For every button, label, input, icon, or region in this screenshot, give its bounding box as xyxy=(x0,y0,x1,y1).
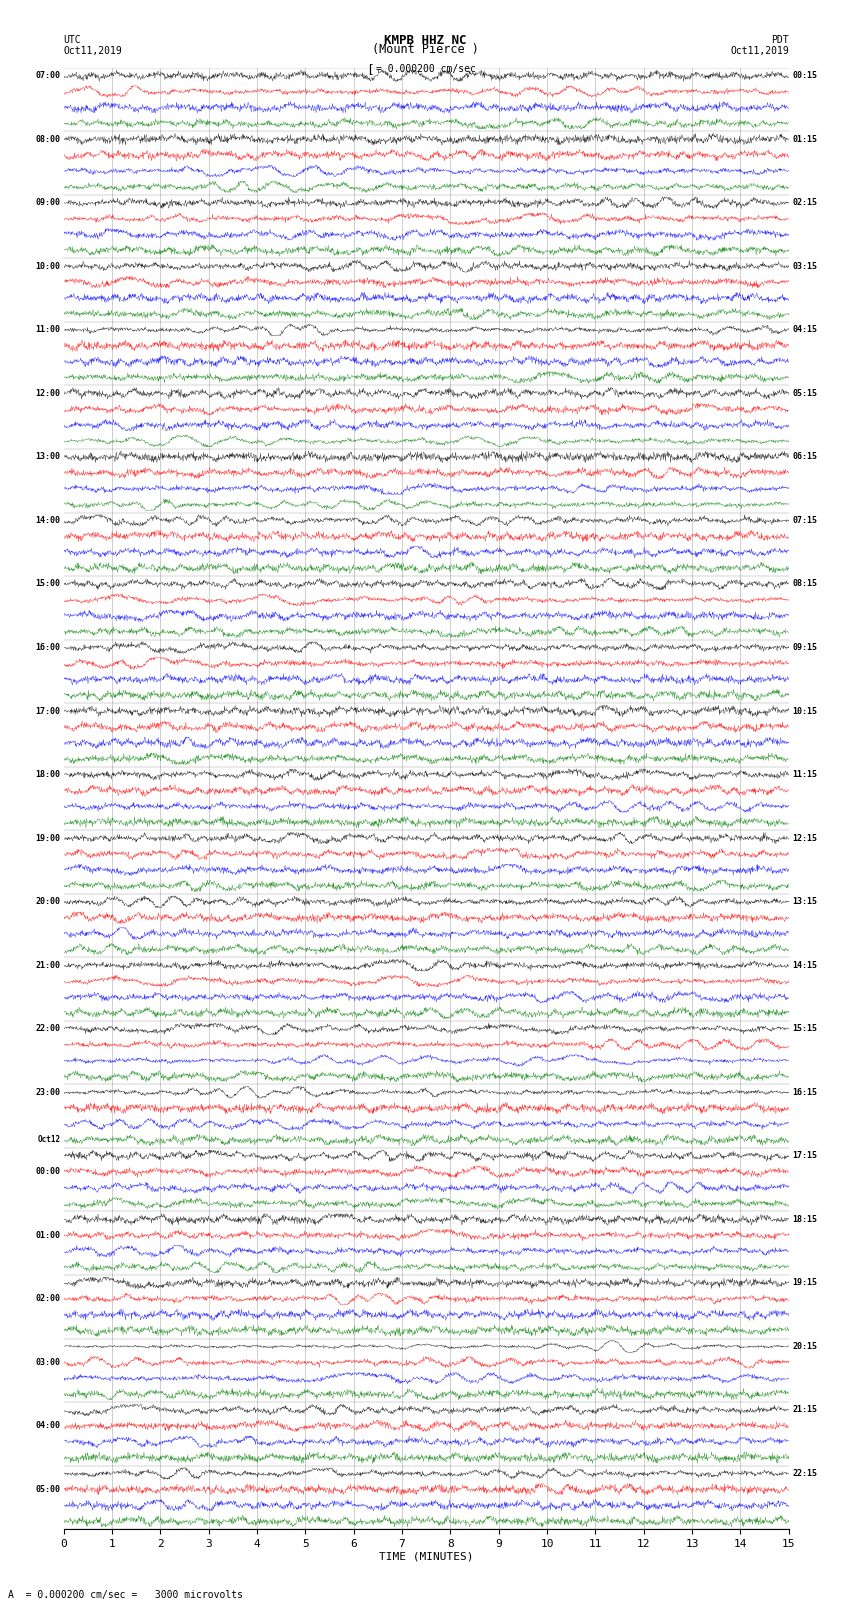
Text: 07:00: 07:00 xyxy=(36,71,60,81)
Text: 15:00: 15:00 xyxy=(36,579,60,589)
Text: 09:00: 09:00 xyxy=(36,198,60,206)
Text: 13:00: 13:00 xyxy=(36,452,60,461)
Text: 19:00: 19:00 xyxy=(36,834,60,842)
Text: 20:15: 20:15 xyxy=(792,1342,817,1352)
Text: 05:15: 05:15 xyxy=(792,389,817,398)
Text: 12:15: 12:15 xyxy=(792,834,817,842)
Text: A  = 0.000200 cm/sec =   3000 microvolts: A = 0.000200 cm/sec = 3000 microvolts xyxy=(8,1590,243,1600)
Text: 04:15: 04:15 xyxy=(792,326,817,334)
Text: Oct12: Oct12 xyxy=(37,1136,60,1145)
Text: = 0.000200 cm/sec: = 0.000200 cm/sec xyxy=(376,65,475,74)
Text: 17:00: 17:00 xyxy=(36,706,60,716)
X-axis label: TIME (MINUTES): TIME (MINUTES) xyxy=(379,1552,473,1561)
Text: 22:15: 22:15 xyxy=(792,1469,817,1478)
Text: KMPB HHZ NC: KMPB HHZ NC xyxy=(383,34,467,47)
Text: 05:00: 05:00 xyxy=(36,1486,60,1494)
Text: (Mount Pierce ): (Mount Pierce ) xyxy=(371,44,479,56)
Text: 16:00: 16:00 xyxy=(36,644,60,652)
Text: Oct11,2019: Oct11,2019 xyxy=(64,47,122,56)
Text: 00:00: 00:00 xyxy=(36,1168,60,1176)
Text: 10:15: 10:15 xyxy=(792,706,817,716)
Text: 01:00: 01:00 xyxy=(36,1231,60,1240)
Text: 02:15: 02:15 xyxy=(792,198,817,206)
Text: 20:00: 20:00 xyxy=(36,897,60,907)
Text: [: [ xyxy=(366,63,374,76)
Text: 19:15: 19:15 xyxy=(792,1279,817,1287)
Text: 03:00: 03:00 xyxy=(36,1358,60,1366)
Text: 08:00: 08:00 xyxy=(36,135,60,144)
Text: 16:15: 16:15 xyxy=(792,1087,817,1097)
Text: 14:00: 14:00 xyxy=(36,516,60,524)
Text: 10:00: 10:00 xyxy=(36,261,60,271)
Text: 12:00: 12:00 xyxy=(36,389,60,398)
Text: UTC: UTC xyxy=(64,35,82,45)
Text: 06:15: 06:15 xyxy=(792,452,817,461)
Text: 22:00: 22:00 xyxy=(36,1024,60,1034)
Text: 11:15: 11:15 xyxy=(792,769,817,779)
Text: PDT: PDT xyxy=(771,35,789,45)
Text: 21:00: 21:00 xyxy=(36,961,60,969)
Text: 01:15: 01:15 xyxy=(792,135,817,144)
Text: 23:00: 23:00 xyxy=(36,1087,60,1097)
Text: 14:15: 14:15 xyxy=(792,961,817,969)
Text: 11:00: 11:00 xyxy=(36,326,60,334)
Text: 15:15: 15:15 xyxy=(792,1024,817,1034)
Text: 09:15: 09:15 xyxy=(792,644,817,652)
Text: 07:15: 07:15 xyxy=(792,516,817,524)
Text: 13:15: 13:15 xyxy=(792,897,817,907)
Text: 18:00: 18:00 xyxy=(36,769,60,779)
Text: 08:15: 08:15 xyxy=(792,579,817,589)
Text: 17:15: 17:15 xyxy=(792,1152,817,1160)
Text: 02:00: 02:00 xyxy=(36,1294,60,1303)
Text: 00:15: 00:15 xyxy=(792,71,817,81)
Text: 04:00: 04:00 xyxy=(36,1421,60,1431)
Text: 21:15: 21:15 xyxy=(792,1405,817,1415)
Text: 03:15: 03:15 xyxy=(792,261,817,271)
Text: Oct11,2019: Oct11,2019 xyxy=(730,47,789,56)
Text: 18:15: 18:15 xyxy=(792,1215,817,1224)
